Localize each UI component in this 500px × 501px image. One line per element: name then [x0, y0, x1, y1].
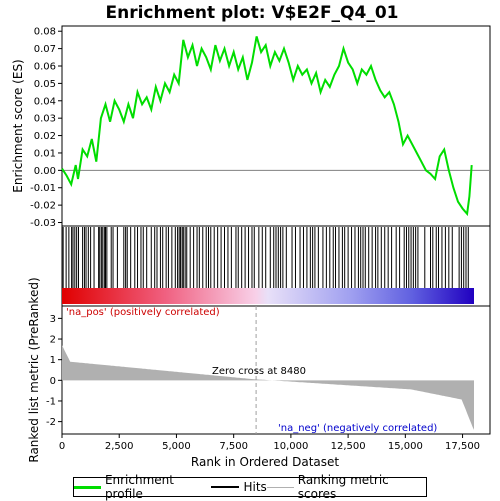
metric-tick-label: -2 — [46, 417, 56, 428]
metric-area — [62, 345, 474, 430]
zero-cross-label: Zero cross at 8480 — [212, 366, 306, 377]
legend: Enrichment profile Hits Ranking metric s… — [73, 473, 427, 501]
x-tick-label: 0 — [59, 441, 65, 452]
es-tick-label: 0.07 — [34, 44, 56, 55]
chart-title: Enrichment plot: V$E2F_Q4_01 — [106, 3, 399, 23]
hit-markers — [62, 227, 469, 288]
es-tick-label: -0.01 — [30, 183, 56, 194]
es-tick-label: 0.03 — [34, 114, 56, 125]
legend-item-metric: Ranking metric scores — [266, 473, 426, 501]
es-panel — [61, 25, 491, 227]
es-tick-label: -0.02 — [30, 201, 56, 212]
enrichment-profile-line — [61, 36, 473, 217]
metric-tick-label: -1 — [46, 396, 56, 407]
legend-swatch-metric — [266, 486, 294, 488]
metric-tick-label: 1 — [50, 355, 56, 366]
es-axis-title: Enrichment score (ES) — [11, 59, 25, 192]
legend-item-profile: Enrichment profile — [74, 473, 211, 501]
metric-tick-label: 3 — [50, 314, 56, 325]
ranking-metric-area — [62, 345, 474, 430]
es-axis: -0.03 -0.02 -0.01 0.00 0.01 0.02 0.03 0.04 0.05 0… — [30, 27, 62, 229]
es-tick-label: 0.05 — [34, 79, 56, 90]
legend-item-hits: Hits — [211, 480, 267, 494]
rank-color-bar — [62, 288, 474, 304]
x-tick-label: 17,500 — [445, 441, 480, 452]
es-tick-label: 0.08 — [34, 27, 56, 38]
legend-label-profile: Enrichment profile — [104, 473, 174, 501]
x-tick-label: 7,500 — [219, 441, 248, 452]
na-neg-label: 'na_neg' (negatively correlated) — [278, 423, 437, 434]
es-tick-label: 0.02 — [34, 131, 56, 142]
x-tick-label: 12,500 — [331, 441, 366, 452]
metric-axis: -2 -1 0 1 2 3 — [46, 314, 62, 428]
es-tick-label: 0.01 — [34, 148, 56, 159]
es-tick-label: 0.04 — [34, 96, 56, 107]
metric-tick-label: 2 — [50, 335, 56, 346]
legend-label-hits: Hits — [243, 480, 267, 494]
x-tick-label: 2,500 — [105, 441, 134, 452]
x-tick-label: 10,000 — [273, 441, 308, 452]
x-tick-label: 5,000 — [162, 441, 191, 452]
x-axis: 0 2,500 5,000 7,500 10,000 12,500 15,000 17,500 — [59, 434, 480, 452]
legend-swatch-profile — [74, 485, 101, 489]
na-pos-label: 'na_pos' (positively correlated) — [66, 307, 220, 318]
es-tick-label: 0.00 — [34, 166, 56, 177]
metric-axis-title: Ranked list metric (PreRanked) — [27, 277, 41, 462]
es-tick-label: 0.06 — [34, 62, 56, 73]
x-axis-title: Rank in Ordered Dataset — [191, 455, 339, 469]
es-tick-label: -0.03 — [30, 218, 56, 229]
legend-swatch-hits — [211, 486, 240, 488]
metric-tick-label: 0 — [50, 376, 56, 387]
legend-label-metric: Ranking metric scores — [297, 473, 389, 501]
x-tick-label: 15,000 — [388, 441, 423, 452]
